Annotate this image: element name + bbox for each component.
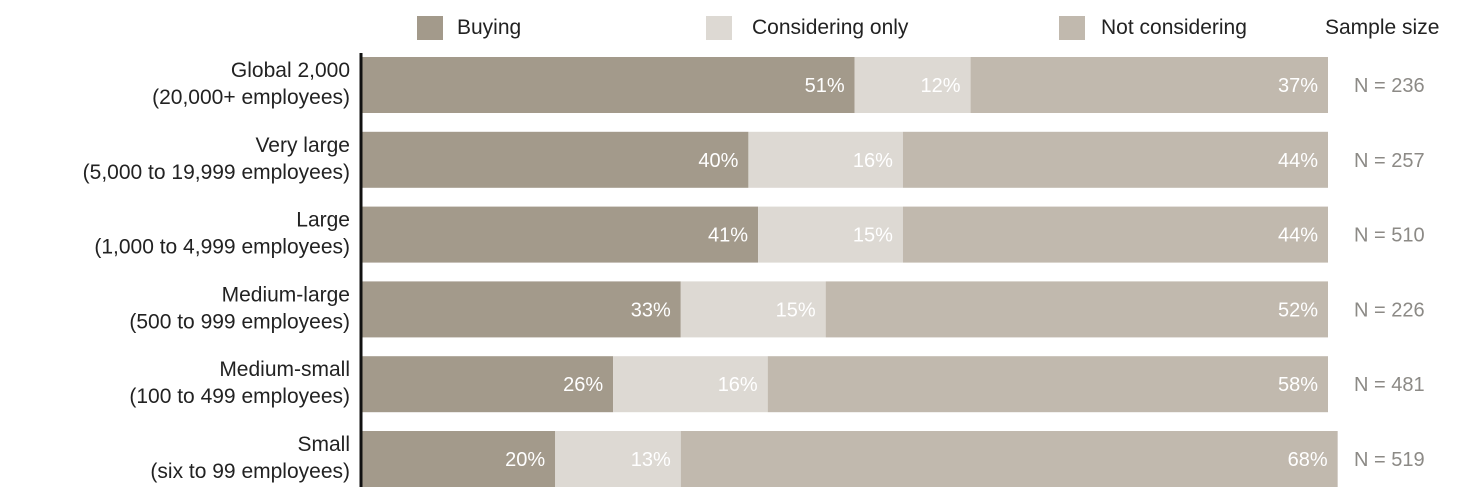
legend-swatch-considering-only — [706, 16, 732, 40]
data-label-buying-2: 41% — [708, 225, 748, 247]
bar-segment-buying-1 — [362, 131, 749, 188]
data-label-buying-0: 51% — [805, 75, 845, 97]
bar-segment-considering-only-3 — [680, 281, 826, 338]
category-label-5: Small — [297, 433, 350, 456]
category-label-0: Global 2,000 — [231, 59, 350, 82]
category-label-3: Medium-large — [222, 283, 350, 306]
data-label-not-considering-2: 44% — [1278, 225, 1318, 247]
category-sublabel-0: (20,000+ employees) — [152, 86, 350, 109]
bar-segment-not-considering-2 — [902, 206, 1328, 263]
data-label-not-considering-5: 68% — [1288, 449, 1328, 471]
sample-size-1: N = 257 — [1354, 150, 1425, 172]
bar-segment-considering-only-5 — [555, 431, 681, 487]
data-label-buying-1: 40% — [698, 150, 738, 172]
legend-label-not-considering: Not considering — [1101, 16, 1247, 39]
data-label-considering-only-3: 15% — [776, 299, 816, 321]
category-sublabel-4: (100 to 499 employees) — [129, 385, 350, 408]
bar-segment-not-considering-0 — [970, 57, 1328, 113]
category-label-2: Large — [296, 209, 350, 232]
legend-swatch-not-considering — [1059, 16, 1085, 40]
category-label-4: Medium-small — [219, 358, 350, 381]
bar-segment-buying-5 — [362, 431, 556, 487]
data-label-not-considering-4: 58% — [1278, 374, 1318, 396]
bar-segment-considering-only-2 — [758, 206, 903, 263]
sample-size-3: N = 226 — [1354, 299, 1425, 321]
legend-label-buying: Buying — [457, 16, 522, 39]
bar-segment-not-considering-4 — [767, 356, 1328, 413]
data-label-buying-5: 20% — [505, 449, 545, 471]
bar-segment-not-considering-5 — [680, 431, 1338, 487]
category-sublabel-1: (5,000 to 19,999 employees) — [83, 161, 350, 184]
data-label-considering-only-1: 16% — [853, 150, 893, 172]
sample-size-0: N = 236 — [1354, 75, 1425, 97]
bar-segment-not-considering-3 — [825, 281, 1328, 338]
legend-swatch-buying — [417, 16, 443, 40]
data-label-not-considering-0: 37% — [1278, 75, 1318, 97]
category-label-1: Very large — [255, 134, 350, 157]
category-sublabel-5: (six to 99 employees) — [150, 460, 350, 483]
sample-size-header: Sample size — [1325, 16, 1440, 39]
data-label-considering-only-0: 12% — [921, 75, 961, 97]
category-sublabel-3: (500 to 999 employees) — [129, 310, 350, 333]
sample-size-2: N = 510 — [1354, 225, 1425, 247]
bar-segment-buying-0 — [362, 57, 855, 113]
data-label-not-considering-1: 44% — [1278, 150, 1318, 172]
bar-segment-considering-only-0 — [854, 57, 971, 113]
bar-segment-buying-3 — [362, 281, 681, 338]
legend-label-considering-only: Considering only — [752, 16, 909, 39]
sample-size-4: N = 481 — [1354, 374, 1425, 396]
bar-segment-buying-4 — [362, 356, 614, 413]
bar-segment-not-considering-1 — [902, 131, 1328, 188]
data-label-considering-only-4: 16% — [718, 374, 758, 396]
data-label-considering-only-5: 13% — [631, 449, 671, 471]
sample-size-5: N = 519 — [1354, 449, 1425, 471]
data-label-buying-3: 33% — [631, 299, 671, 321]
bar-segment-buying-2 — [362, 206, 759, 263]
data-label-considering-only-2: 15% — [853, 225, 893, 247]
bar-segment-considering-only-4 — [613, 356, 768, 413]
bar-segment-considering-only-1 — [748, 131, 903, 188]
data-label-buying-4: 26% — [563, 374, 603, 396]
data-label-not-considering-3: 52% — [1278, 299, 1318, 321]
category-sublabel-2: (1,000 to 4,999 employees) — [94, 236, 350, 259]
